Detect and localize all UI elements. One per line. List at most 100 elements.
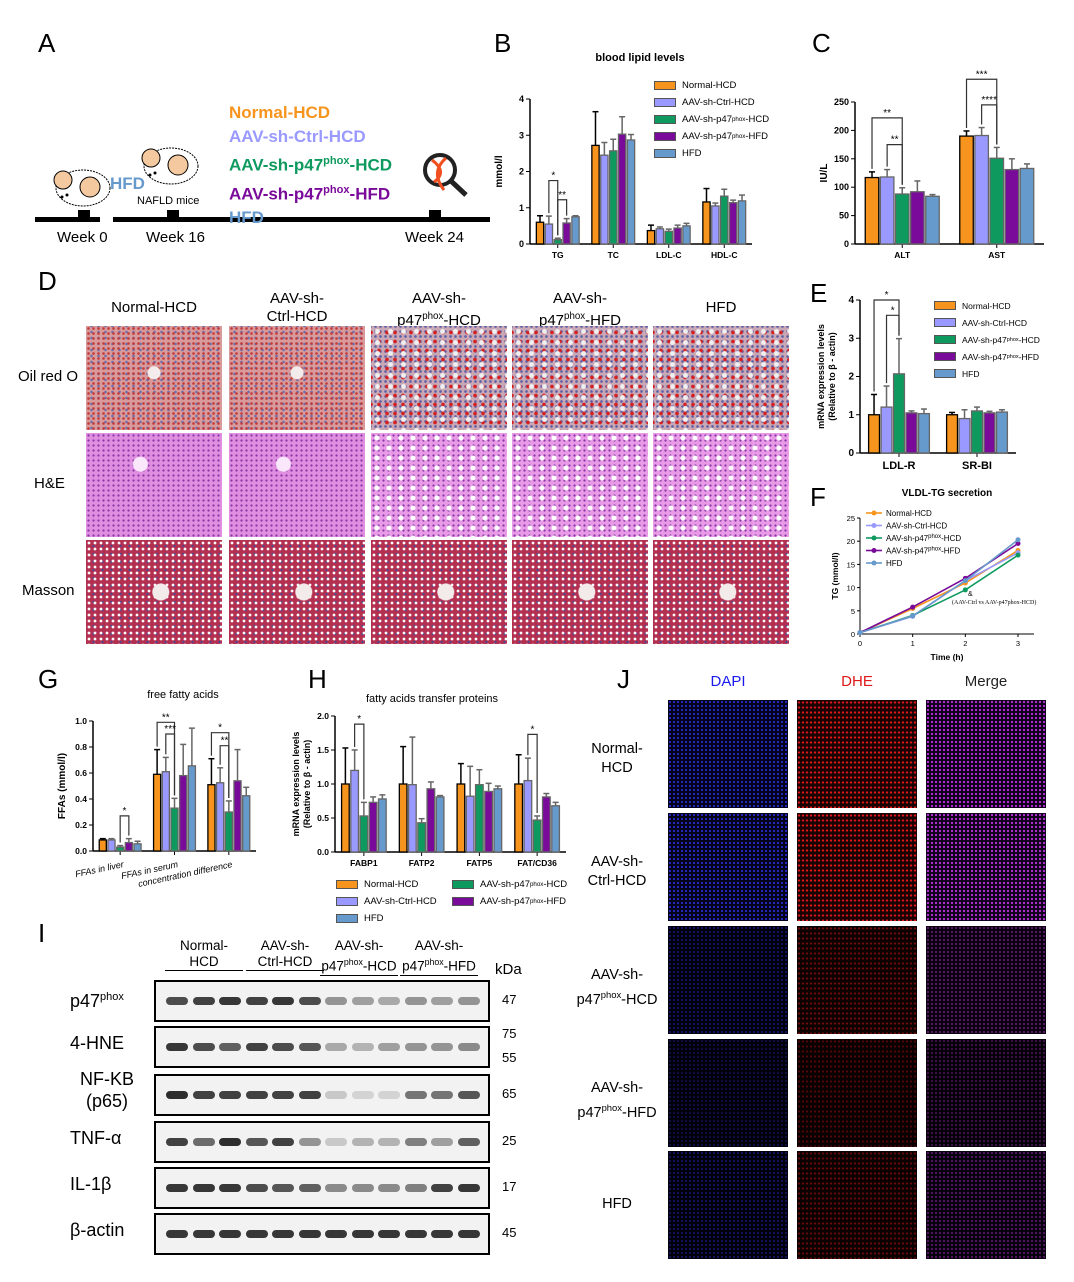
bar <box>879 176 895 245</box>
legend-swatch <box>336 914 358 923</box>
timeline-label: Week 24 <box>405 229 464 246</box>
fluorescence-image[interactable] <box>797 926 917 1034</box>
channel-header: DAPI <box>710 673 746 690</box>
significance-label: * <box>885 290 889 301</box>
histology-image[interactable] <box>371 540 507 644</box>
blot-strip[interactable] <box>154 980 490 1022</box>
histology-image[interactable] <box>653 433 789 537</box>
legend-swatch <box>336 880 358 889</box>
label-sup: phox <box>1006 336 1019 343</box>
histology-image[interactable] <box>229 540 365 644</box>
fluorescence-image[interactable] <box>668 1151 788 1259</box>
bar <box>864 176 880 245</box>
legend-item: AAV-sh-p47 phox -HFD <box>654 128 769 145</box>
legend-h: Normal-HCD AAV-sh-p47 phox -HCD AAV-sh-Ctrl-… <box>336 876 596 927</box>
histology-image[interactable] <box>86 433 222 537</box>
x-tick-label: 0 <box>858 639 862 648</box>
y-tick-label: 3 <box>848 333 854 344</box>
bar <box>989 157 1005 245</box>
legend-item: AAV-sh-Ctrl-HCD <box>654 94 769 111</box>
fluorescence-image[interactable] <box>926 813 1046 921</box>
row-label: HFD <box>572 1195 662 1214</box>
histology-image[interactable] <box>86 326 222 430</box>
y-tick-label: 1.0 <box>75 716 87 726</box>
legend-swatch <box>654 81 676 90</box>
blot-band <box>245 997 268 1005</box>
bar <box>673 227 682 245</box>
blot-band <box>404 1043 427 1051</box>
significance-bracket <box>886 144 903 185</box>
y-tick-label: 200 <box>834 125 849 135</box>
blot-band <box>166 1091 188 1099</box>
y-tick-label: 0.4 <box>75 794 87 804</box>
label-sup: phox <box>530 881 544 888</box>
histology-image[interactable] <box>229 326 365 430</box>
fluorescence-image[interactable] <box>668 813 788 921</box>
blot-band <box>298 1184 321 1192</box>
legend-label: AAV-sh-Ctrl-HCD <box>886 522 947 531</box>
label-text: Normal-HCD <box>229 103 331 122</box>
histology-image[interactable] <box>653 326 789 430</box>
histology-image[interactable] <box>512 433 648 537</box>
blot-group-header: AAV-sh-p47phox-HFD <box>400 938 478 976</box>
significance-label: *** <box>976 69 988 80</box>
channel-header: DHE <box>841 673 873 690</box>
label-text: AAV-sh-p47 <box>480 896 530 907</box>
legend-swatch <box>934 335 956 344</box>
bar <box>407 784 417 853</box>
histology-image[interactable] <box>371 433 507 537</box>
fluorescence-image[interactable] <box>926 926 1046 1034</box>
blot-name-line2: (p65) <box>85 1091 129 1111</box>
histology-image[interactable] <box>371 326 507 430</box>
blot-row-label: β-actin <box>70 1219 124 1241</box>
column-header-line1: AAV-sh- <box>270 290 324 307</box>
fluorescence-image[interactable] <box>797 813 917 921</box>
blot-name-sup: phox <box>100 991 124 1003</box>
data-point <box>1015 552 1021 558</box>
fluorescence-image[interactable] <box>797 700 917 808</box>
bar <box>867 414 881 454</box>
fluorescence-image[interactable] <box>926 1151 1046 1259</box>
blot-strip[interactable] <box>154 1121 490 1163</box>
x-tick-label: FAT/CD36 <box>517 858 557 868</box>
fluorescence-image[interactable] <box>797 1151 917 1259</box>
y-tick-label: 1.5 <box>317 745 329 755</box>
timeline-label: Week 16 <box>146 229 205 246</box>
significance-label: ** <box>162 712 170 723</box>
y-tick-label: 0.8 <box>75 742 87 752</box>
blot-strip[interactable] <box>154 1074 490 1116</box>
blot-band <box>166 1138 188 1146</box>
fluorescence-image[interactable] <box>668 926 788 1034</box>
blot-band <box>457 1043 480 1051</box>
label-text: Normal-HCD <box>364 879 419 890</box>
histology-image[interactable] <box>86 540 222 644</box>
fluorescence-image[interactable] <box>926 700 1046 808</box>
blot-band <box>325 1138 347 1146</box>
fluorescence-image[interactable] <box>668 1039 788 1147</box>
label-sup: phox <box>732 133 746 140</box>
histology-image[interactable] <box>653 540 789 644</box>
row-label: Normal- HCD <box>572 740 662 778</box>
mouse-icon <box>141 147 199 185</box>
histology-image[interactable] <box>512 540 648 644</box>
column-header-line1: Normal-HCD <box>111 299 197 316</box>
label-text: p47 <box>577 1104 602 1121</box>
histology-image[interactable] <box>229 433 365 537</box>
bar <box>719 195 729 245</box>
fluorescence-image[interactable] <box>668 700 788 808</box>
x-tick-label: LDL-R <box>883 460 916 472</box>
x-tick-label: FATP5 <box>466 858 492 868</box>
chart-title: blood lipid levels <box>595 52 684 64</box>
y-tick-label: 15 <box>847 560 855 569</box>
blot-band <box>431 997 453 1005</box>
blot-group-line1: AAV-sh- <box>414 938 464 953</box>
blot-group-line1: AAV-sh- <box>260 938 310 953</box>
fluorescence-image[interactable] <box>926 1039 1046 1147</box>
blot-strip[interactable] <box>154 1026 490 1068</box>
blot-band <box>192 1138 215 1146</box>
histology-image[interactable] <box>512 326 648 430</box>
fluorescence-image[interactable] <box>797 1039 917 1147</box>
blot-strip[interactable] <box>154 1213 490 1255</box>
blot-strip[interactable] <box>154 1167 490 1209</box>
y-tick-label: 10 <box>847 584 855 593</box>
